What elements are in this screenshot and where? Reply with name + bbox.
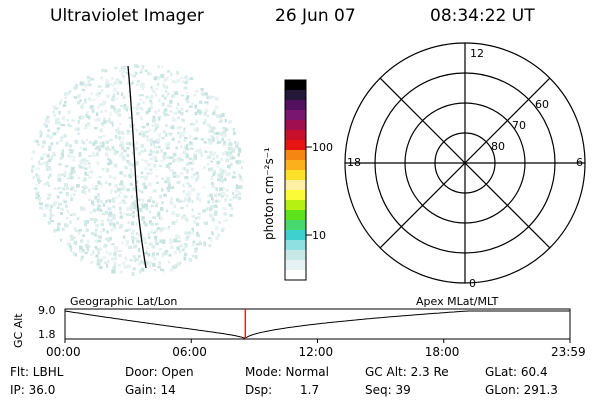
colorbar-block [285,210,306,221]
colorbar [284,79,312,281]
timeline-ylabel: GC Alt [12,313,25,348]
info-glon: GLon: 291.3 [485,383,558,397]
colorbar-block [285,130,306,141]
colorbar-block [285,110,306,121]
timeline-ymin: 1.8 [38,328,56,341]
polar-lat-60: 60 [535,98,549,111]
colorbar-label-100: 100 [312,141,333,154]
colorbar-block [285,120,306,131]
colorbar-label-10: 10 [312,229,326,242]
colorbar-block [285,230,306,241]
info-ip: IP: 36.0 [10,383,56,397]
polar-lat-80: 80 [491,140,505,153]
colorbar-unit-label: photon cm⁻²s⁻¹ [262,147,276,240]
timeline-xtick-label: 00:00 [46,345,81,359]
colorbar-block [285,260,306,271]
altitude-curve [64,310,570,339]
colorbar-blocks [285,80,306,281]
colorbar-block [285,100,306,111]
polar-lat-70: 70 [512,119,526,132]
colorbar-block [285,80,306,91]
colorbar-block [285,240,306,251]
info-dsp-value: 1.7 [300,383,320,397]
colorbar-block [285,160,306,171]
timeline-xtick-label: 18:00 [424,345,460,359]
colorbar-block [285,220,306,231]
colorbar-block [285,180,306,191]
info-seq: Seq: 39 [365,383,411,397]
info-gcalt: GC Alt: 2.3 Re [365,365,449,379]
colorbar-block [285,170,306,181]
timeline-xtick-label: 12:00 [298,345,334,359]
image-speckle [30,63,245,277]
colorbar-block [285,200,306,211]
time-label: 08:34:22 UT [430,6,535,26]
timeline-ymax: 9.0 [38,304,56,317]
info-door: Door: Open [125,365,194,379]
info-flt: Flt: LBHL [10,365,64,379]
info-dsp-label: Dsp: [245,383,273,397]
polar-label-12: 12 [470,47,484,60]
colorbar-block [285,90,306,101]
info-glat: GLat: 60.4 [485,365,548,379]
colorbar-block [285,250,306,261]
polar-label-6: 6 [576,156,583,169]
timeline-panel [64,308,571,343]
timeline-right-label: Apex MLat/MLT [416,295,499,308]
date-label: 26 Jun 07 [275,6,356,26]
polar-diagonal-2 [379,77,551,249]
polar-plot [344,42,586,284]
colorbar-block [285,140,306,151]
info-mode: Mode: Normal [245,365,329,379]
timeline-ticks [64,339,571,343]
timeline-xtick-label: 23:59 [551,345,586,359]
earth-image [26,58,246,278]
timeline-left-label: Geographic Lat/Lon [70,295,178,308]
colorbar-block [285,270,306,281]
polar-label-0: 0 [469,277,476,290]
polar-label-18: 18 [347,156,361,169]
terminator-line [127,65,147,269]
colorbar-block [285,190,306,201]
info-gain: Gain: 14 [125,383,176,397]
colorbar-block [285,150,306,161]
timeline-xtick-label: 06:00 [172,345,207,359]
app-title: Ultraviolet Imager [50,6,204,26]
